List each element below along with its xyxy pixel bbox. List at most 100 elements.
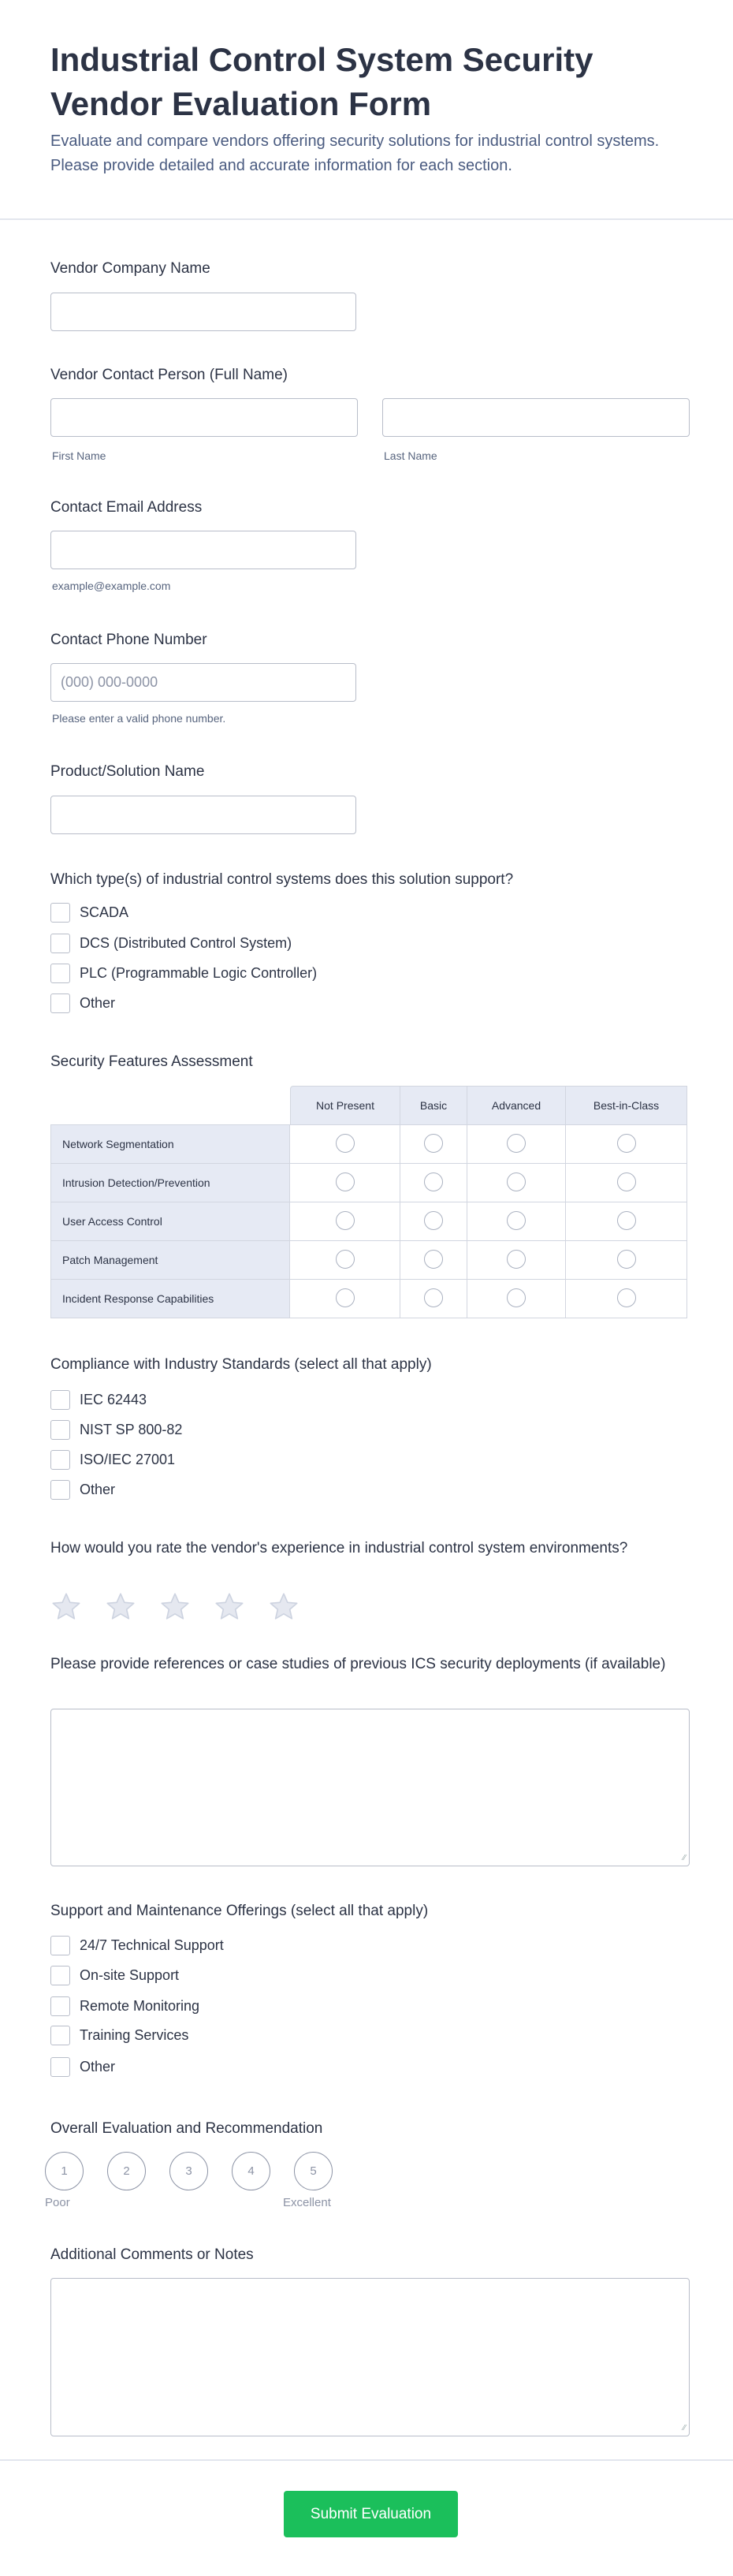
option-label: IEC 62443 [80,1392,147,1407]
checkbox-remote[interactable] [50,1996,70,2016]
checkbox-nist[interactable] [50,1420,70,1440]
divider [0,218,733,220]
checkbox-onsite[interactable] [50,1966,70,1985]
radio-button[interactable] [424,1210,443,1230]
product-input[interactable] [50,796,356,834]
star-icon[interactable] [214,1591,245,1623]
radio-button[interactable] [616,1249,636,1269]
radio-button[interactable] [335,1288,355,1307]
resize-handle-icon[interactable]: ⁄⁄ [683,2424,686,2432]
star-icon[interactable] [50,1591,82,1623]
col-header: Advanced [467,1086,566,1125]
matrix-row: Intrusion Detection/Prevention [50,1164,687,1202]
matrix-row-label: Intrusion Detection/Prevention [50,1164,290,1202]
scale-option-2[interactable]: 2 [107,2152,146,2190]
matrix-cell [566,1280,687,1318]
star-icon[interactable] [268,1591,300,1623]
ics-types-label: Which type(s) of industrial control syst… [50,871,514,888]
comments-textarea[interactable]: ⁄⁄ [50,2278,690,2436]
col-header: Basic [400,1086,467,1125]
checkbox-other[interactable] [50,993,70,1013]
scale-option-3[interactable]: 3 [169,2152,208,2190]
checkbox-247-support[interactable] [50,1936,70,1955]
submit-button[interactable]: Submit Evaluation [284,2491,458,2537]
matrix-cell [467,1280,566,1318]
matrix-row-label: Patch Management [50,1241,290,1280]
checkbox-iso27001[interactable] [50,1450,70,1470]
checkbox-dcs[interactable] [50,934,70,953]
email-help: example@example.com [52,580,171,592]
radio-button[interactable] [335,1210,355,1230]
last-name-sublabel: Last Name [384,449,437,462]
matrix-cell [566,1164,687,1202]
radio-button[interactable] [335,1133,355,1153]
checkbox-iec62443[interactable] [50,1390,70,1410]
first-name-input[interactable] [50,398,358,437]
email-label: Contact Email Address [50,499,203,516]
col-header: Best-in-Class [566,1086,687,1125]
radio-button[interactable] [616,1172,636,1191]
radio-button[interactable] [507,1288,526,1307]
radio-button[interactable] [424,1172,443,1191]
radio-button[interactable] [507,1172,526,1191]
matrix-cell [467,1241,566,1280]
email-input[interactable] [50,531,356,569]
phone-input[interactable]: (000) 000-0000 [50,663,356,702]
option-label: 24/7 Technical Support [80,1937,224,1953]
matrix-row-label: Incident Response Capabilities [50,1280,290,1318]
matrix-cell [467,1202,566,1241]
experience-label: How would you rate the vendor's experien… [50,1540,628,1556]
first-name-sublabel: First Name [52,449,106,462]
radio-button[interactable] [507,1249,526,1269]
page-description: Evaluate and compare vendors offering se… [50,132,660,174]
option-label: DCS (Distributed Control System) [80,935,292,951]
scale-option-4[interactable]: 4 [232,2152,270,2190]
checkbox-scada[interactable] [50,903,70,923]
star-icon[interactable] [159,1591,191,1623]
product-label: Product/Solution Name [50,763,205,780]
option-label: ISO/IEC 27001 [80,1452,176,1467]
radio-button[interactable] [616,1288,636,1307]
radio-button[interactable] [424,1288,443,1307]
support-label: Support and Maintenance Offerings (selec… [50,1903,429,1919]
comments-label: Additional Comments or Notes [50,2246,254,2263]
checkbox-other[interactable] [50,2057,70,2077]
radio-button[interactable] [507,1210,526,1230]
contact-label: Vendor Contact Person (Full Name) [50,367,288,383]
matrix-cell [400,1202,467,1241]
radio-button[interactable] [616,1133,636,1153]
matrix-cell [290,1202,400,1241]
last-name-input[interactable] [382,398,690,437]
phone-label: Contact Phone Number [50,632,207,648]
option-label: Remote Monitoring [80,1998,200,2014]
radio-button[interactable] [335,1249,355,1269]
scale-high-label: Excellent [283,2196,331,2209]
radio-button[interactable] [335,1172,355,1191]
matrix-label: Security Features Assessment [50,1053,253,1070]
references-textarea[interactable]: ⁄⁄ [50,1709,690,1866]
company-label: Vendor Company Name [50,260,210,277]
scale-option-1[interactable]: 1 [45,2152,84,2190]
company-input[interactable] [50,293,356,331]
checkbox-plc[interactable] [50,964,70,983]
radio-button[interactable] [616,1210,636,1230]
matrix-cell [467,1125,566,1164]
option-label: Training Services [80,2027,189,2043]
checkbox-other[interactable] [50,1480,70,1500]
overall-label: Overall Evaluation and Recommendation [50,2120,323,2137]
radio-button[interactable] [424,1249,443,1269]
scale-option-5[interactable]: 5 [294,2152,333,2190]
resize-handle-icon[interactable]: ⁄⁄ [683,1854,686,1862]
checkbox-training[interactable] [50,2026,70,2045]
matrix-cell [566,1202,687,1241]
matrix-cell [400,1164,467,1202]
radio-button[interactable] [507,1133,526,1153]
matrix-cell [566,1125,687,1164]
matrix-row: Patch Management [50,1241,687,1280]
option-label: On-site Support [80,1967,180,1983]
star-icon[interactable] [105,1591,136,1623]
option-label: Other [80,1482,116,1497]
radio-button[interactable] [424,1133,443,1153]
option-label: NIST SP 800-82 [80,1422,183,1437]
option-label: Other [80,2059,116,2075]
